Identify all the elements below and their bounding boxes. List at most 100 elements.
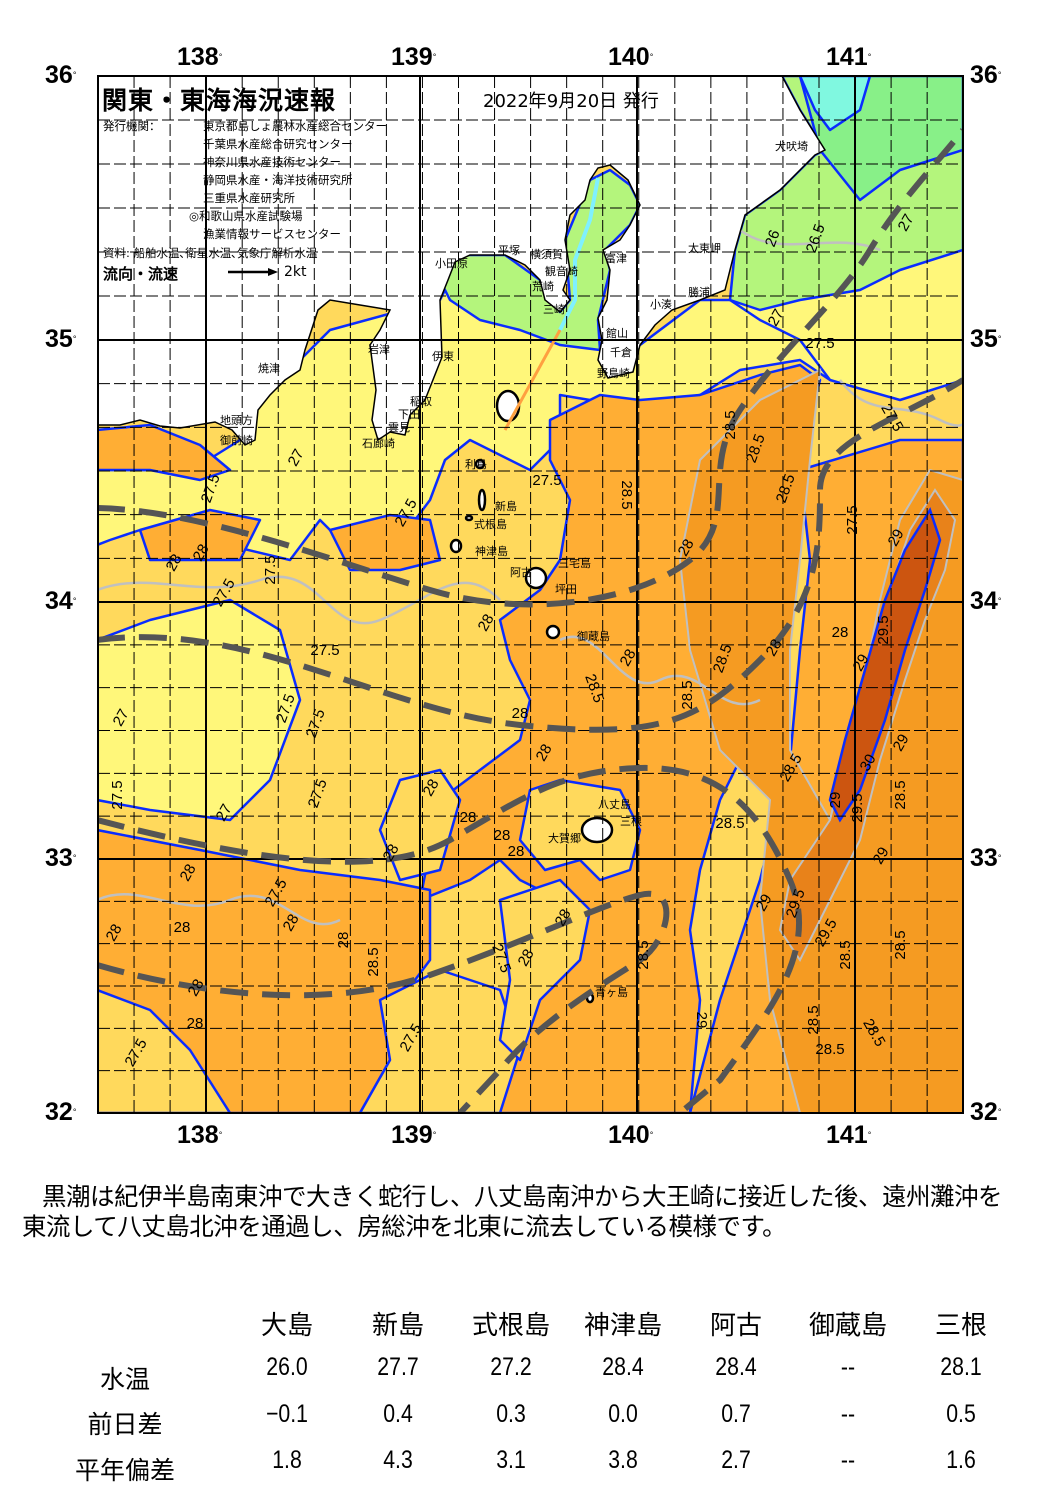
place-name: 三崎 (543, 302, 565, 316)
contour-label: 28.5 (892, 930, 909, 959)
contour-label: 28 (185, 976, 208, 999)
table-cell: 4.3 (383, 1446, 413, 1474)
contour-label: 28 (515, 946, 538, 969)
place-name: 八丈島 (598, 797, 631, 811)
table-cell: 1.8 (272, 1446, 302, 1474)
contour-label: 28 (187, 1015, 204, 1032)
latitude-label-right: 35° (970, 325, 1002, 353)
contour-label: 29 (753, 891, 776, 914)
latitude-label-left: 33° (45, 844, 77, 872)
island-hachijojima (580, 816, 614, 844)
contour-label: 27 (765, 306, 788, 329)
grid (98, 76, 963, 1113)
column-header: 神津島 (583, 1311, 662, 1341)
contour-label: 28 (494, 827, 511, 844)
place-name: 坪田 (555, 583, 577, 596)
tokyo-bay-channel (558, 177, 600, 331)
contour-line (98, 893, 341, 926)
contour-label: 27.5 (109, 780, 126, 809)
place-name: 地頭方 (220, 413, 253, 427)
longitude-label-top: 139° (391, 43, 437, 71)
table-cell: 28.1 (940, 1353, 982, 1381)
kuroshio-axis (98, 128, 963, 1113)
contour-label: 27.5 (844, 505, 861, 534)
zone-27.5 (498, 878, 592, 1062)
place-name: 太東岬 (688, 242, 721, 255)
place-name: 石廊崎 (362, 436, 395, 450)
longitude-label-bottom: 140° (608, 1121, 654, 1149)
table-cell: 0.5 (946, 1400, 976, 1428)
latitude-label-right: 34° (970, 587, 1002, 615)
table-cell: 2.7 (721, 1446, 751, 1474)
place-name: 焼津 (258, 362, 280, 375)
row-label: 前日差 (87, 1410, 163, 1439)
longitude-label-bottom: 141° (826, 1121, 872, 1149)
contour-label: 28.5 (815, 1041, 844, 1058)
contour-label: 28.5 (635, 940, 652, 969)
place-name: 館山 (606, 326, 628, 340)
column-header: 御蔵島 (808, 1311, 887, 1341)
place-name: 大賀郷 (548, 831, 581, 845)
row-label: 平年偏差 (74, 1456, 175, 1485)
table-cell: -- (840, 1446, 856, 1474)
issuer: 神奈川県水産技術センター (203, 155, 341, 169)
contour-label: 28.5 (618, 480, 635, 509)
table-cell: 0.3 (496, 1400, 526, 1428)
longitude-label-bottom: 138° (177, 1121, 223, 1149)
flow-legend-scale: 2kt (284, 264, 307, 280)
contour-label: 28.5 (679, 680, 696, 709)
contour-label: 28 (508, 843, 525, 860)
contour-line (839, 379, 963, 427)
contour-label: 28 (675, 536, 698, 559)
issue-date: 2022年9月20日 発行 (483, 91, 659, 112)
longitude-label-top: 140° (608, 43, 654, 71)
contour-line (559, 635, 761, 706)
zone-27.5 (518, 778, 642, 882)
place-name: 三根 (620, 814, 642, 828)
zone-27.5 (98, 989, 232, 1113)
table-cell: 1.6 (946, 1446, 976, 1474)
contour-label: 28.5 (805, 1005, 822, 1034)
contour-label: 27.5 (805, 335, 834, 352)
place-name: 観音崎 (545, 264, 578, 278)
issuer: 静岡県水産・海洋技術研究所 (203, 173, 353, 187)
contour-label: 28 (552, 906, 575, 929)
kuroshio-path (98, 128, 963, 608)
place-name: 平塚 (498, 244, 520, 257)
contour-label: 28.5 (892, 780, 909, 809)
longitude-label-bottom: 139° (391, 1121, 437, 1149)
contour-label: 27.5 (532, 472, 561, 489)
latitude-label-left: 32° (45, 1098, 77, 1126)
latitude-label-left: 35° (45, 325, 77, 353)
island-shikinejima (464, 514, 474, 522)
place-name: 勝浦 (688, 285, 710, 299)
place-name: 千倉 (610, 345, 632, 359)
place-name: 下田 (398, 408, 420, 421)
data-source: 資料: 船舶水温､衛星水温､気象庁解析水温 (103, 246, 318, 260)
map-frame (97, 75, 964, 1114)
column-header: 三根 (934, 1311, 987, 1341)
contour-label: 28 (512, 705, 529, 722)
contour-label: 28 (617, 646, 640, 669)
contour-label: 29 (885, 526, 908, 549)
contour-line (739, 228, 881, 252)
place-name: 雲見 (388, 421, 410, 434)
summary-text: 黒潮は紀伊半島南東沖で大きく蛇行し、八丈島南沖から大王崎に接近した後、遠州灘沖を… (22, 1182, 1003, 1241)
place-name: 式根島 (474, 517, 507, 531)
longitude-label-top: 138° (177, 43, 223, 71)
island-mikurajima (545, 624, 561, 640)
flow-scale-arrowhead (268, 268, 278, 276)
contour-label: 28 (177, 861, 200, 884)
place-name: 稲取 (410, 395, 432, 408)
flow-arrow (503, 329, 562, 431)
contour-label: 28 (460, 809, 477, 826)
contour-label: 27 (895, 211, 918, 234)
latitude-label-right: 36° (970, 61, 1002, 89)
place-name: 伊東 (432, 350, 454, 363)
place-name: 富津 (605, 251, 627, 265)
table-cell: 0.4 (383, 1400, 413, 1428)
table-cell: 27.2 (490, 1353, 532, 1381)
